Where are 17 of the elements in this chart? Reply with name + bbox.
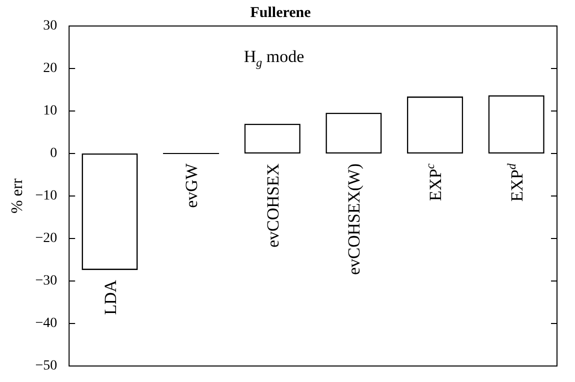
x-tick-label: evCOHSEX(W) (344, 164, 364, 275)
y-tick-label: 10 (43, 104, 58, 119)
x-tick-label: EXPd (504, 162, 526, 202)
y-axis-title: % err (8, 178, 26, 214)
x-tick-label: evGW (182, 162, 202, 208)
y-tick-label: 0 (50, 146, 58, 162)
x-tick-label: LDA (100, 279, 120, 315)
chart-title: Fullerene (250, 4, 312, 21)
x-tick-label: evCOHSEX (263, 163, 282, 248)
y-tick-label: 30 (43, 18, 58, 34)
y-tick-label: −10 (35, 188, 58, 204)
y-tick-label: −20 (35, 231, 58, 246)
y-tick-label: 20 (43, 61, 58, 76)
y-tick-label: −30 (35, 274, 58, 289)
y-tick-label: −50 (35, 358, 58, 374)
y-tick-label: −40 (35, 316, 58, 332)
x-tick-label: EXPc (423, 162, 446, 201)
